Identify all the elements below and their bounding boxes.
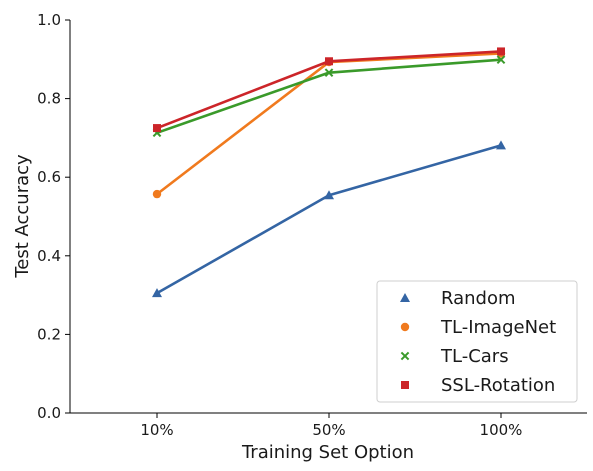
series-tl-cars bbox=[152, 55, 506, 138]
legend: Random TL-ImageNet TL-Cars SSL-Rotation bbox=[376, 280, 578, 403]
y-tick-label: 1.0 bbox=[37, 11, 61, 29]
legend-label: TL-ImageNet bbox=[440, 317, 556, 338]
x-tick-label: 50% bbox=[312, 421, 345, 439]
plot-area bbox=[152, 47, 506, 298]
series-random bbox=[152, 140, 506, 298]
x-tick-label: 100% bbox=[480, 421, 523, 439]
legend-item-ssl-rotation: SSL-Rotation bbox=[401, 375, 555, 396]
legend-label: SSL-Rotation bbox=[441, 375, 555, 396]
y-tick-label: 0.8 bbox=[37, 90, 61, 108]
y-tick-label: 0.2 bbox=[37, 325, 61, 343]
legend-marker-tl-cars-stroke-b bbox=[400, 351, 410, 361]
x-axis-title: Training Set Option bbox=[241, 442, 414, 463]
data-point-random bbox=[496, 140, 506, 150]
series-line-tl-cars bbox=[155, 58, 503, 135]
y-axis: 0.0 0.2 0.4 0.6 0.8 1.0 Test Accuracy bbox=[12, 11, 71, 422]
legend-item-random: Random bbox=[400, 288, 516, 309]
x-axis: 10% 50% 100% Training Set Option bbox=[70, 412, 587, 463]
data-point-ssl-rotation bbox=[153, 124, 161, 133]
data-point-ssl-rotation bbox=[497, 47, 505, 56]
y-axis-title: Test Accuracy bbox=[12, 154, 33, 279]
legend-item-tl-imagenet: TL-ImageNet bbox=[400, 317, 556, 338]
data-point-random bbox=[152, 288, 162, 298]
x-ticks: 10% 50% 100% bbox=[140, 413, 522, 439]
legend-frame bbox=[376, 280, 578, 403]
legend-marker-tl-imagenet bbox=[400, 322, 410, 332]
series-ssl-rotation bbox=[153, 47, 505, 133]
series-line-tl-imagenet bbox=[155, 52, 503, 196]
data-point-random bbox=[324, 190, 334, 200]
legend-label: Random bbox=[441, 288, 516, 309]
y-tick-label: 0.4 bbox=[37, 247, 61, 265]
y-ticks: 0.0 0.2 0.4 0.6 0.8 1.0 bbox=[37, 11, 70, 422]
legend-label: TL-Cars bbox=[440, 346, 509, 367]
legend-marker-ssl-rotation bbox=[401, 381, 409, 389]
legend-marker-random bbox=[400, 293, 410, 302]
y-tick-label: 0.0 bbox=[37, 404, 61, 422]
data-point-tl-imagenet bbox=[152, 189, 162, 199]
legend-marker-tl-cars bbox=[400, 351, 410, 361]
series-line-random bbox=[155, 144, 503, 295]
data-point-ssl-rotation bbox=[325, 57, 333, 66]
data-point-tl-cars-stroke-b bbox=[324, 68, 334, 77]
y-tick-label: 0.6 bbox=[37, 168, 61, 186]
legend-item-tl-cars: TL-Cars bbox=[400, 346, 509, 367]
data-point-tl-cars bbox=[324, 68, 334, 77]
x-tick-label: 10% bbox=[140, 421, 173, 439]
data-point-tl-cars-stroke-b bbox=[496, 55, 506, 65]
data-point-tl-cars bbox=[496, 55, 506, 65]
